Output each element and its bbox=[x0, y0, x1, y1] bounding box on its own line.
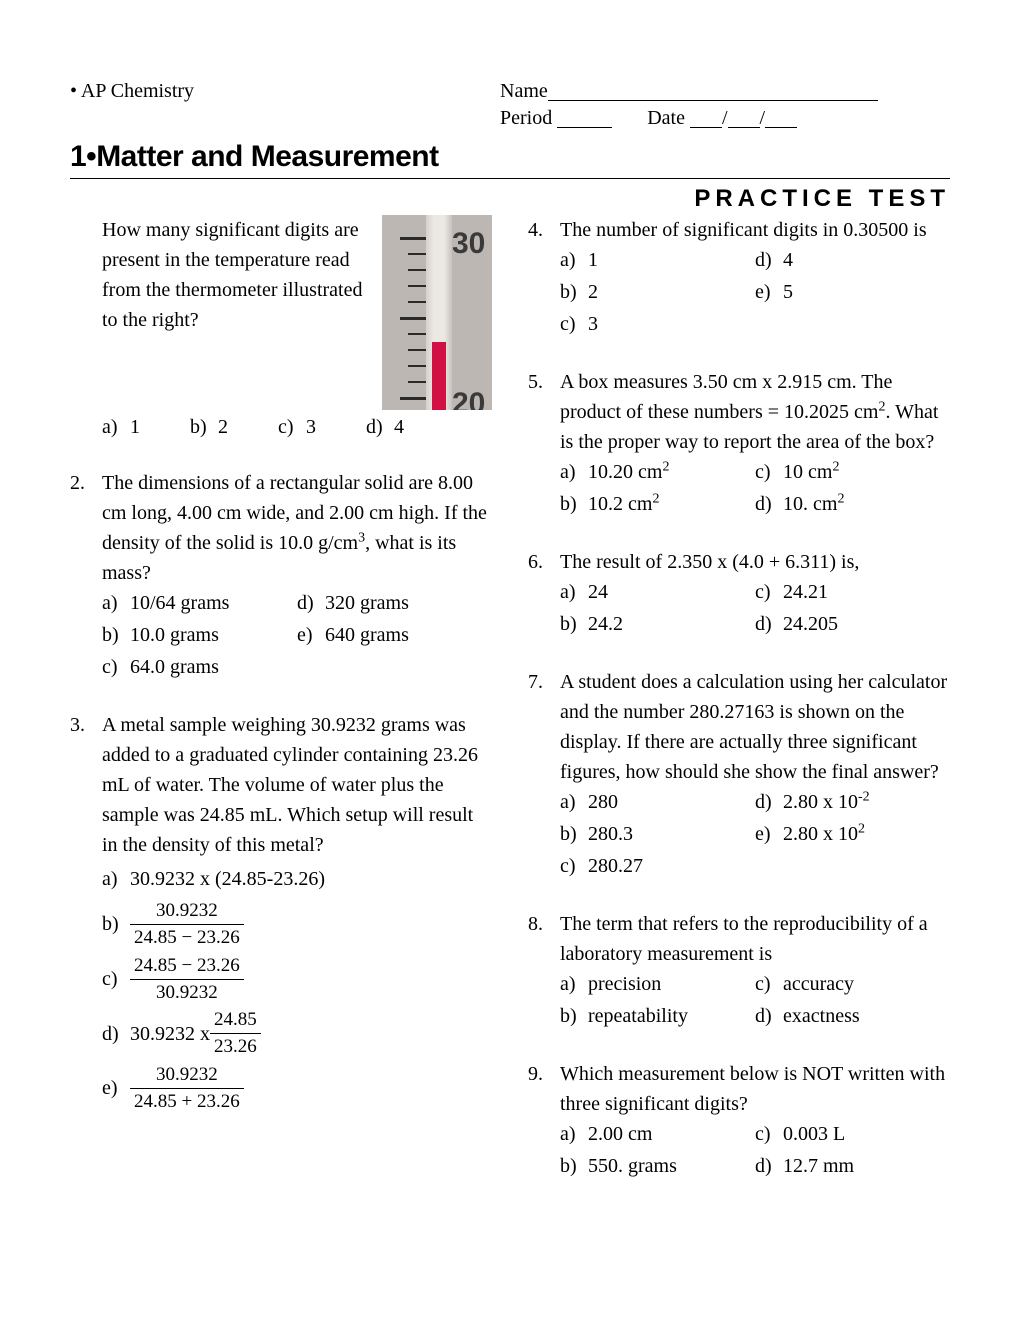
date-blank-1[interactable] bbox=[690, 127, 722, 128]
q6-text: The result of 2.350 x (4.0 + 6.311) is, bbox=[560, 547, 950, 577]
q5-num: 5. bbox=[528, 367, 560, 521]
chapter-title: 1•Matter and Measurement bbox=[70, 140, 950, 174]
q7-num: 7. bbox=[528, 667, 560, 883]
question-3: 3. A metal sample weighing 30.9232 grams… bbox=[70, 710, 492, 1119]
q3-c-fraction: 24.85 − 23.2630.9232 bbox=[130, 955, 244, 1004]
q1-text: How many significant digits are present … bbox=[102, 215, 370, 410]
q3-b-fraction: 30.923224.85 − 23.26 bbox=[130, 900, 244, 949]
q4-num: 4. bbox=[528, 215, 560, 341]
q3-e-fraction: 30.923224.85 + 23.26 bbox=[130, 1064, 244, 1113]
title-rule bbox=[70, 178, 950, 179]
name-label: Name bbox=[500, 80, 548, 102]
question-4: 4. The number of significant digits in 0… bbox=[528, 215, 950, 341]
q7-options: a)280 d)2.80 x 10-2 b)280.3 e)2.80 x 102… bbox=[560, 787, 950, 883]
question-1: How many significant digits are present … bbox=[70, 215, 492, 442]
thermo-label-20: 20 bbox=[452, 381, 485, 410]
q3-d-fraction: 24.8523.26 bbox=[210, 1009, 261, 1058]
question-8: 8. The term that refers to the reproduci… bbox=[528, 909, 950, 1033]
question-7: 7. A student does a calculation using he… bbox=[528, 667, 950, 883]
period-date: Period Date // bbox=[500, 107, 950, 130]
q6-num: 6. bbox=[528, 547, 560, 641]
q1-options: a)1 b)2 c)3 d)4 bbox=[102, 412, 492, 442]
course-label: • AP Chemistry bbox=[70, 80, 500, 103]
q5-options: a)10.20 cm2 c)10 cm2 b)10.2 cm2 d)10. cm… bbox=[560, 457, 950, 521]
q2-num: 2. bbox=[70, 468, 102, 684]
q3-num: 3. bbox=[70, 710, 102, 1119]
q6-options: a)24 c)24.21 b)24.2 d)24.205 bbox=[560, 577, 950, 641]
q9-num: 9. bbox=[528, 1059, 560, 1183]
q3-text: A metal sample weighing 30.9232 grams wa… bbox=[102, 710, 492, 860]
thermo-label-30: 30 bbox=[452, 221, 485, 266]
q2-options: a)10/64 grams d)320 grams b)10.0 grams e… bbox=[102, 588, 492, 684]
left-column: How many significant digits are present … bbox=[70, 215, 492, 1183]
q8-num: 8. bbox=[528, 909, 560, 1033]
content-columns: How many significant digits are present … bbox=[70, 215, 950, 1183]
date-label: Date bbox=[647, 107, 685, 129]
q2-text: The dimensions of a rectangular solid ar… bbox=[102, 468, 492, 588]
question-6: 6. The result of 2.350 x (4.0 + 6.311) i… bbox=[528, 547, 950, 641]
name-blank[interactable] bbox=[548, 100, 878, 101]
q1-num bbox=[70, 215, 102, 442]
header-row-1: • AP Chemistry Name bbox=[70, 80, 950, 103]
question-5: 5. A box measures 3.50 cm x 2.915 cm. Th… bbox=[528, 367, 950, 521]
name-field: Name bbox=[500, 80, 950, 103]
q3-options: a)30.9232 x (24.85-23.26) b) 30.923224.8… bbox=[102, 864, 492, 1113]
page: • AP Chemistry Name Period Date // 1•Mat… bbox=[0, 0, 1020, 1223]
q8-options: a)precision c)accuracy b)repeatability d… bbox=[560, 969, 950, 1033]
question-9: 9. Which measurement below is NOT writte… bbox=[528, 1059, 950, 1183]
q9-options: a)2.00 cm c)0.003 L b)550. grams d)12.7 … bbox=[560, 1119, 950, 1183]
header-row-2: Period Date // bbox=[70, 107, 950, 130]
q7-text: A student does a calculation using her c… bbox=[560, 667, 950, 787]
date-blank-2[interactable] bbox=[728, 127, 760, 128]
thermometer-image: 30 20 bbox=[382, 215, 492, 410]
q9-text: Which measurement below is NOT written w… bbox=[560, 1059, 950, 1119]
date-blank-3[interactable] bbox=[765, 127, 797, 128]
q4-text: The number of significant digits in 0.30… bbox=[560, 215, 950, 245]
q5-text: A box measures 3.50 cm x 2.915 cm. The p… bbox=[560, 367, 950, 457]
q4-options: a)1 d)4 b)2 e)5 c)3 bbox=[560, 245, 950, 341]
question-2: 2. The dimensions of a rectangular solid… bbox=[70, 468, 492, 684]
q8-text: The term that refers to the reproducibil… bbox=[560, 909, 950, 969]
right-column: 4. The number of significant digits in 0… bbox=[528, 215, 950, 1183]
period-blank[interactable] bbox=[557, 127, 612, 128]
period-label: Period bbox=[500, 107, 552, 129]
practice-test-label: PRACTICE TEST bbox=[70, 185, 950, 213]
